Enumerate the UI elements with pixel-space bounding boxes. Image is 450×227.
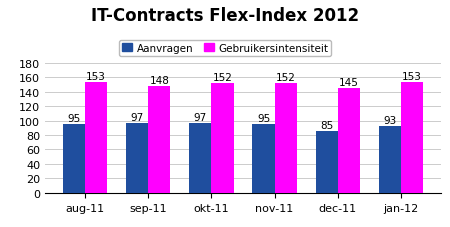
Text: 97: 97 — [194, 112, 207, 122]
Bar — [63, 125, 85, 193]
Bar — [338, 89, 360, 193]
Text: 152: 152 — [276, 73, 296, 83]
Text: 95: 95 — [68, 114, 81, 123]
Text: IT-Contracts Flex-Index 2012: IT-Contracts Flex-Index 2012 — [91, 7, 359, 25]
Text: 153: 153 — [86, 72, 106, 82]
Bar — [315, 132, 338, 193]
Text: 97: 97 — [130, 112, 144, 122]
Text: 148: 148 — [149, 76, 169, 86]
Text: 85: 85 — [320, 121, 333, 131]
Bar — [189, 123, 211, 193]
Text: 95: 95 — [257, 114, 270, 123]
Bar — [85, 83, 107, 193]
Legend: Aanvragen, Gebruikersintensiteit: Aanvragen, Gebruikersintensiteit — [119, 40, 331, 57]
Bar — [274, 84, 297, 193]
Bar — [212, 84, 234, 193]
Bar — [126, 123, 148, 193]
Text: 93: 93 — [383, 115, 396, 125]
Text: 152: 152 — [212, 73, 232, 83]
Bar — [379, 126, 401, 193]
Bar — [252, 125, 274, 193]
Bar — [401, 83, 423, 193]
Text: 153: 153 — [402, 72, 422, 82]
Text: 145: 145 — [339, 78, 359, 88]
Bar — [148, 86, 171, 193]
